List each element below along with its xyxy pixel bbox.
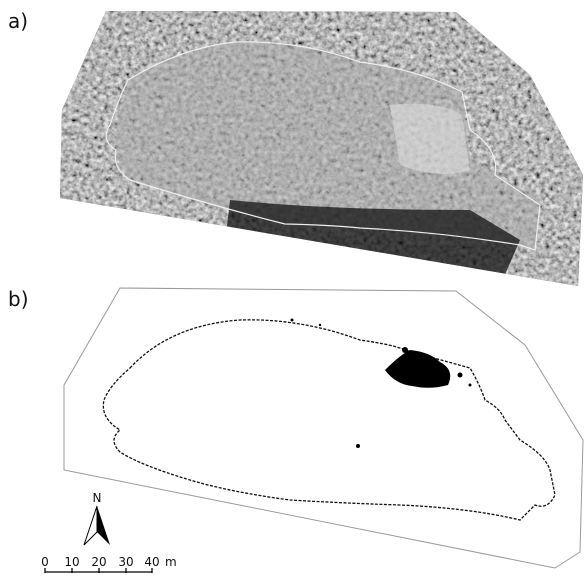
scale-unit: m [165,555,177,569]
panel-label: a) [8,9,28,33]
survey-boundary [64,288,583,568]
scale-label: 30 [118,555,133,569]
north-arrow [97,506,110,545]
panel-label: b) [8,287,29,311]
figure: a) b) N 0 10 20 30 40 m [0,0,584,576]
scale-label: 10 [64,555,79,569]
vegetation-patches [291,319,472,449]
north-arrow [84,506,97,545]
page: a) b) N 0 10 20 30 40 m (() => { const d… [0,0,584,576]
scale-label: 0 [41,555,49,569]
scale-label: 40 [144,555,159,569]
scale-label: 20 [91,555,106,569]
aerial-image [55,8,584,288]
lake-outline [103,320,555,520]
north-label: N [93,491,102,505]
scale-bar [45,568,152,573]
